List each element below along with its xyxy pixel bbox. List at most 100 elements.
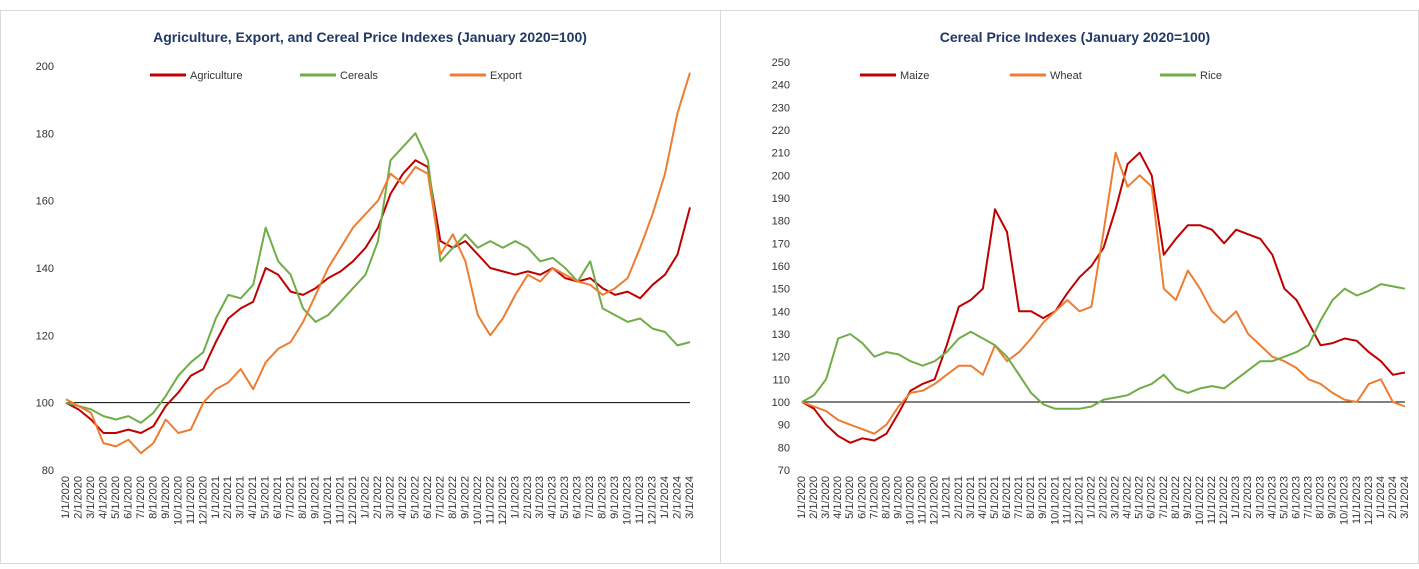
series-line [65,159,691,434]
y-tick-label: 100 [36,398,54,410]
x-tick-label: 6/1/2022 [1146,476,1158,519]
x-tick-label: 5/1/2022 [1134,476,1146,519]
x-tick-label: 6/1/2020 [122,476,134,519]
x-tick-label: 3/1/2023 [1254,476,1266,519]
x-tick-label: 11/1/2020 [185,476,197,524]
x-tick-label: 1/1/2023 [509,476,521,519]
x-tick-label: 11/1/2022 [484,476,496,524]
x-tick-label: 4/1/2020 [832,476,844,519]
y-tick-label: 210 [772,148,790,160]
x-tick-label: 8/1/2021 [297,476,309,519]
x-tick-label: 10/1/2023 [1339,476,1351,525]
x-tick-label: 5/1/2021 [989,476,1001,519]
x-tick-label: 3/1/2024 [1399,476,1411,519]
y-tick-label: 80 [42,465,54,477]
x-tick-label: 4/1/2021 [247,476,259,519]
x-tick-label: 12/1/2021 [347,476,359,525]
y-tick-label: 250 [772,57,790,69]
x-tick-label: 10/1/2022 [1194,476,1206,525]
x-tick-label: 1/1/2023 [1230,476,1242,519]
legend-label: Export [490,70,522,82]
y-tick-label: 150 [772,284,790,296]
x-tick-label: 8/1/2020 [880,476,892,519]
y-tick-label: 110 [772,374,790,386]
x-tick-label: 3/1/2021 [235,476,247,519]
y-tick-label: 70 [778,465,790,477]
x-tick-label: 8/1/2022 [447,476,459,519]
chart-title: Agriculture, Export, and Cereal Price In… [153,29,587,45]
x-tick-label: 11/1/2021 [335,476,347,524]
x-tick-label: 5/1/2021 [260,476,272,519]
x-tick-label: 4/1/2022 [1122,476,1134,519]
x-tick-label: 11/1/2021 [1061,476,1073,524]
x-tick-label: 9/1/2020 [160,476,172,519]
x-tick-label: 7/1/2021 [285,476,297,519]
x-tick-label: 4/1/2020 [97,476,109,519]
x-tick-label: 12/1/2020 [929,476,941,525]
x-tick-label: 2/1/2024 [1387,476,1399,519]
y-tick-label: 220 [772,125,790,137]
y-tick-label: 120 [36,330,54,342]
x-tick-label: 2/1/2022 [1098,476,1110,519]
series-line [65,72,691,455]
y-tick-label: 90 [778,420,790,432]
x-tick-label: 12/1/2020 [197,476,209,525]
x-tick-label: 8/1/2021 [1025,476,1037,519]
y-tick-label: 200 [772,170,790,182]
x-tick-label: 10/1/2020 [905,476,917,525]
x-tick-label: 12/1/2022 [497,476,509,525]
x-tick-label: 7/1/2021 [1013,476,1025,519]
x-tick-label: 1/1/2022 [360,476,372,519]
x-tick-label: 4/1/2022 [397,476,409,519]
x-tick-label: 10/1/2023 [622,476,634,525]
x-tick-label: 2/1/2020 [72,476,84,519]
x-tick-label: 1/1/2024 [1375,476,1387,519]
x-tick-label: 9/1/2020 [892,476,904,519]
x-tick-label: 3/1/2024 [684,476,696,519]
x-tick-label: 1/1/2020 [796,476,808,519]
x-tick-label: 11/1/2020 [917,476,929,524]
x-tick-label: 2/1/2020 [808,476,820,519]
series-line [801,151,1406,444]
y-tick-label: 140 [36,263,54,275]
legend-label: Rice [1200,70,1222,82]
x-tick-label: 7/1/2022 [434,476,446,519]
y-tick-label: 170 [772,238,790,250]
y-tick-label: 200 [36,61,54,73]
x-tick-label: 7/1/2020 [135,476,147,519]
x-tick-label: 3/1/2020 [820,476,832,519]
series-line [65,132,691,424]
x-tick-label: 2/1/2021 [953,476,965,519]
x-tick-label: 8/1/2022 [1170,476,1182,519]
x-tick-label: 2/1/2023 [522,476,534,519]
x-tick-label: 9/1/2022 [1182,476,1194,519]
x-tick-label: 10/1/2021 [1049,476,1061,525]
x-tick-label: 2/1/2021 [222,476,234,519]
y-tick-label: 120 [772,352,790,364]
x-tick-label: 2/1/2022 [372,476,384,519]
x-tick-label: 5/1/2023 [559,476,571,519]
y-tick-label: 160 [36,196,54,208]
x-tick-label: 3/1/2022 [384,476,396,519]
x-tick-label: 6/1/2023 [572,476,584,519]
x-tick-label: 3/1/2021 [965,476,977,519]
x-tick-label: 8/1/2023 [1315,476,1327,519]
y-tick-label: 100 [772,397,790,409]
x-tick-label: 6/1/2021 [1001,476,1013,519]
x-tick-label: 9/1/2021 [1037,476,1049,519]
x-tick-label: 3/1/2022 [1110,476,1122,519]
x-tick-label: 11/1/2023 [1351,476,1363,524]
y-tick-label: 240 [772,80,790,92]
x-tick-label: 1/1/2021 [941,476,953,519]
x-tick-label: 6/1/2021 [272,476,284,519]
x-tick-label: 5/1/2022 [409,476,421,519]
x-tick-label: 12/1/2023 [647,476,659,525]
legend-label: Wheat [1050,70,1082,82]
series-line [801,151,1406,435]
x-tick-label: 12/1/2023 [1363,476,1375,525]
y-tick-label: 80 [778,442,790,454]
x-tick-label: 7/1/2023 [584,476,596,519]
x-tick-label: 10/1/2020 [172,476,184,525]
x-tick-label: 7/1/2022 [1158,476,1170,519]
